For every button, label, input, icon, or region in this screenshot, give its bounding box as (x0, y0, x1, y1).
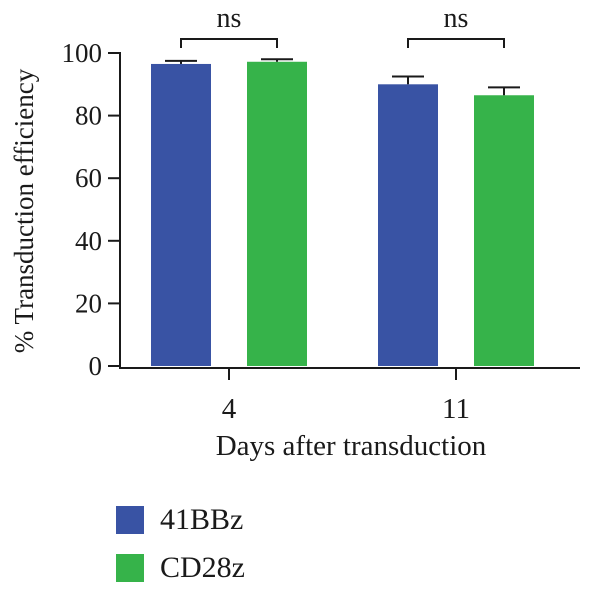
y-tick-label: 60 (75, 163, 102, 193)
bar-41bbz-day-4 (151, 63, 211, 367)
y-tick-label: 80 (75, 101, 102, 131)
y-axis-label: % Transduction efficiency (9, 68, 39, 353)
bar-41bbz-day-11 (378, 84, 438, 367)
x-tick-label: 11 (442, 393, 470, 425)
legend-swatch-41bbz (116, 506, 144, 534)
legend-item-cd28z: CD28z (116, 551, 245, 584)
legend-label-41bbz: 41BBz (160, 503, 244, 536)
legend-label-cd28z: CD28z (160, 551, 245, 584)
significance-bracket (180, 38, 278, 48)
y-axis: 0 20 40 60 80 100 (62, 38, 121, 381)
legend-swatch-cd28z (116, 554, 144, 582)
significance-annotations: ns ns (180, 3, 505, 48)
x-axis: 4 11 (120, 367, 580, 425)
legend: 41BBz CD28z (116, 503, 245, 602)
y-tick-label: 40 (75, 226, 102, 256)
x-tick-label: 4 (222, 393, 237, 425)
bar-chart: 0 20 40 60 80 100 4 11 ns ns % Transduction eff… (9, 3, 580, 462)
significance-label: ns (217, 3, 242, 34)
bar-cd28z-day-4 (247, 61, 307, 366)
legend-item-41bbz: 41BBz (116, 503, 245, 536)
significance-label: ns (444, 3, 469, 34)
bar-cd28z-day-11 (474, 95, 534, 366)
x-axis-label: Days after transduction (216, 430, 487, 462)
y-tick-label: 100 (62, 38, 103, 68)
bars (151, 58, 534, 367)
y-tick-label: 20 (75, 288, 102, 318)
y-tick-label: 0 (89, 351, 103, 381)
significance-bracket (407, 38, 505, 48)
